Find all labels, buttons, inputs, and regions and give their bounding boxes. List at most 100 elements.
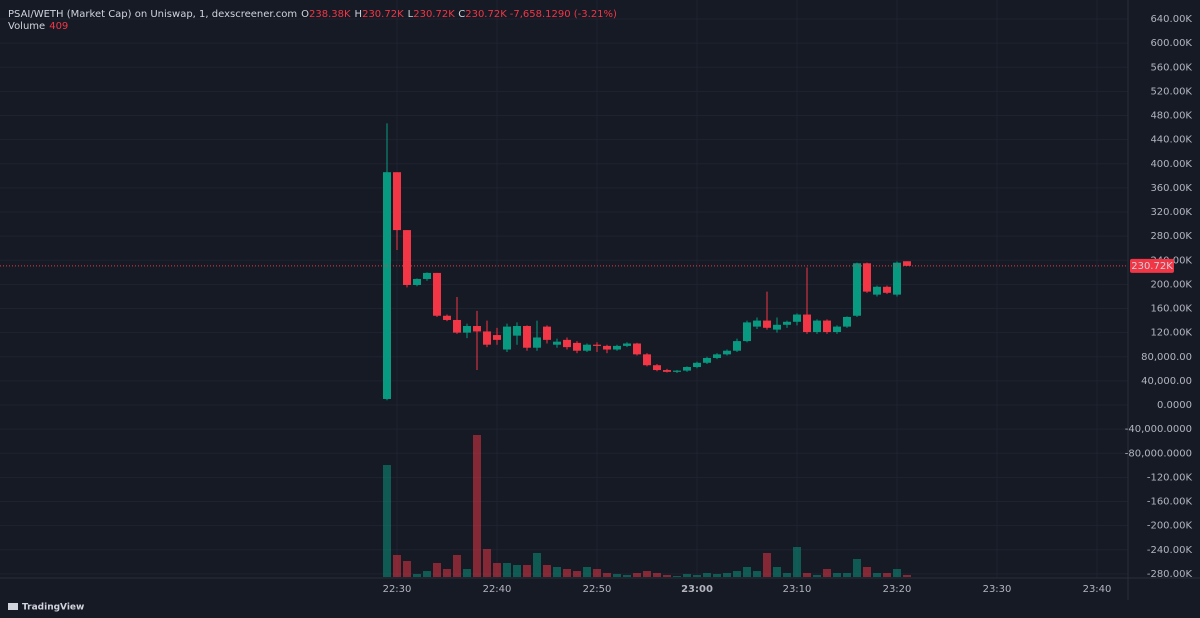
volume-bar xyxy=(843,573,851,577)
candle-body xyxy=(483,331,491,345)
legend-value: 409 xyxy=(49,21,68,32)
candle-body xyxy=(683,367,691,371)
volume-bar xyxy=(693,575,701,577)
candle-body xyxy=(623,343,631,346)
y-tick-label: 120.00K xyxy=(1150,328,1192,339)
volume-bar xyxy=(713,574,721,577)
y-tick-label: 280.00K xyxy=(1150,231,1192,242)
y-tick-label: -40,000.0000 xyxy=(1125,424,1192,435)
volume-bar xyxy=(473,435,481,577)
candle-body xyxy=(643,354,651,366)
volume-bar xyxy=(733,571,741,577)
candle-body xyxy=(553,341,561,345)
candle-body xyxy=(403,230,411,285)
volume-bar xyxy=(853,559,861,577)
grid xyxy=(0,0,1128,578)
candle-body xyxy=(873,286,881,295)
candle-body xyxy=(593,344,601,346)
volume-bar xyxy=(623,575,631,577)
logo-text: TradingView xyxy=(22,603,84,613)
legend-value: 230.72K xyxy=(362,9,404,20)
candle-layer xyxy=(0,123,1128,401)
volume-bar xyxy=(533,553,541,577)
volume-bar xyxy=(803,573,811,577)
legend-volume: Volume 409 xyxy=(8,21,68,32)
volume-bar xyxy=(593,569,601,577)
y-tick-label: 480.00K xyxy=(1150,111,1192,122)
last-price-box xyxy=(1130,258,1174,273)
candle-body xyxy=(663,370,671,372)
candle-body xyxy=(543,326,551,340)
legend-value: 230.72K xyxy=(465,9,507,20)
volume-bar xyxy=(863,567,871,577)
volume-bar xyxy=(763,553,771,577)
legend-key: C xyxy=(458,9,465,20)
candle-body xyxy=(453,319,461,333)
candle-body xyxy=(723,350,731,355)
candle-body xyxy=(793,314,801,322)
volume-bar xyxy=(603,573,611,577)
candle-body xyxy=(743,322,751,342)
candle-body xyxy=(613,345,621,350)
legend-value: 238.38K xyxy=(309,9,351,20)
y-tick-label: -80,000.0000 xyxy=(1125,448,1192,459)
volume-bar xyxy=(813,575,821,577)
candle-body xyxy=(803,314,811,333)
volume-bar xyxy=(583,567,591,577)
candle-body xyxy=(843,316,851,327)
volume-bar xyxy=(703,573,711,577)
y-tick-label: 520.00K xyxy=(1150,86,1192,97)
candle-body xyxy=(903,261,911,266)
candle-body xyxy=(693,362,701,368)
y-tick-label: 440.00K xyxy=(1150,135,1192,146)
candle-body xyxy=(523,326,531,348)
candle-body xyxy=(893,262,901,295)
candle-body xyxy=(383,172,391,399)
legend-key: H xyxy=(355,9,363,20)
candle-body xyxy=(673,370,681,372)
y-tick-label: -240.00K xyxy=(1147,545,1193,556)
volume-bar xyxy=(793,547,801,577)
y-tick-label: 40,000.00 xyxy=(1141,376,1192,387)
candle-body xyxy=(713,354,721,358)
volume-bar xyxy=(563,569,571,577)
candle-body xyxy=(433,272,441,316)
candle-body xyxy=(413,278,421,285)
candle-body xyxy=(583,344,591,351)
volume-bar xyxy=(883,573,891,577)
y-tick-label: 160.00K xyxy=(1150,304,1192,315)
volume-bar xyxy=(643,571,651,577)
candle-body xyxy=(853,263,861,316)
candle-body xyxy=(763,320,771,328)
x-tick-label: 22:30 xyxy=(383,584,412,595)
axes: 640.00K 600.00K 560.00K 520.00K 480.00K 440.0… xyxy=(383,14,1193,595)
candle-body xyxy=(813,320,821,333)
x-tick-label: 23:30 xyxy=(983,584,1012,595)
y-tick-label: 400.00K xyxy=(1150,159,1192,170)
candle-body xyxy=(423,272,431,279)
volume-bar xyxy=(653,573,661,577)
volume-bar xyxy=(903,575,911,577)
volume-bar xyxy=(523,565,531,577)
last-price-label: 230.72K xyxy=(1131,261,1173,272)
y-tick-label: 360.00K xyxy=(1150,183,1192,194)
volume-bar xyxy=(833,573,841,577)
volume-bar xyxy=(663,575,671,577)
candle-body xyxy=(393,172,401,231)
volume-bar xyxy=(893,569,901,577)
candle-body xyxy=(733,341,741,351)
y-tick-label: 640.00K xyxy=(1150,14,1192,25)
candle-body xyxy=(443,315,451,320)
logo: TradingView xyxy=(8,603,84,613)
volume-bar xyxy=(873,573,881,577)
candle-body xyxy=(563,339,571,348)
volume-bar xyxy=(453,555,461,577)
y-tick-label: 200.00K xyxy=(1150,279,1192,290)
volume-bar xyxy=(553,567,561,577)
volume-layer xyxy=(383,435,911,577)
candle-body xyxy=(513,326,521,336)
y-tick-label: 80,000.00 xyxy=(1141,352,1192,363)
volume-bar xyxy=(413,574,421,577)
volume-bar xyxy=(773,567,781,577)
